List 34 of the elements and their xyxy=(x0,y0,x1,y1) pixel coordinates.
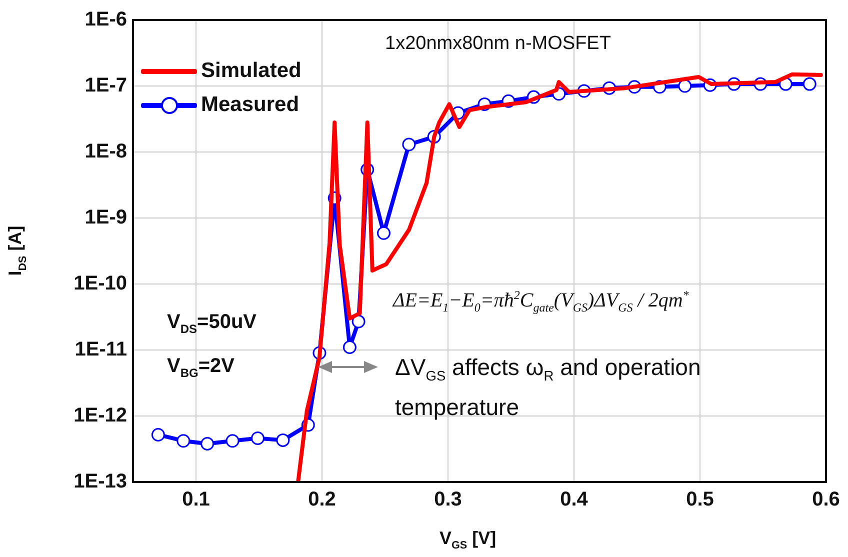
point xyxy=(200,436,214,450)
point xyxy=(250,432,264,446)
y-tick-label: 1E-7 xyxy=(84,74,127,97)
legend-label: Measured xyxy=(201,93,300,117)
y-tick-label: 1E-6 xyxy=(84,8,127,31)
y-tick-label: 1E-13 xyxy=(74,470,127,493)
point xyxy=(802,77,816,91)
x-tick-label: 0.3 xyxy=(434,488,462,511)
point xyxy=(276,433,290,447)
y-tick-label: 1E-10 xyxy=(74,272,127,295)
point xyxy=(151,428,165,442)
x-axis-title: V$_{GS}$ [V] xyxy=(440,528,496,552)
y-tick-label: 1E-12 xyxy=(74,404,127,427)
point xyxy=(376,226,390,240)
y-tick-label: 1E-8 xyxy=(84,140,127,163)
y-tick-label: 1E-11 xyxy=(74,338,127,361)
text: ΔV$_{GS}$ affects ω$_{R}$ and operation temperature xyxy=(395,354,701,420)
annotation: 1x20nmx80nm n-MOSFET xyxy=(385,33,611,55)
y-tick-label: 1E-9 xyxy=(84,206,127,229)
x-tick-label: 0.6 xyxy=(812,488,840,511)
point xyxy=(352,314,366,328)
x-tick-label: 0.4 xyxy=(560,488,589,511)
point xyxy=(226,434,240,448)
x-tick-label: 0.2 xyxy=(308,488,336,511)
point xyxy=(176,434,190,448)
text: ΔE=E$_{1}$−E$_{0}$=πħ$^{2}$C$_{gate}$(V$_{GS}$)ΔV$_{GS}$ / 2qm$^{*}$ xyxy=(393,288,689,315)
x-tick-label: 0.1 xyxy=(182,488,210,511)
point xyxy=(342,340,356,354)
annotation: V$_{DS}$=50uV xyxy=(167,311,256,336)
point xyxy=(678,79,692,93)
x-tick-label: 0.5 xyxy=(686,488,714,511)
point xyxy=(402,138,416,152)
annotation: V$_{BG}$=2V xyxy=(167,355,234,380)
legend-label: Simulated xyxy=(201,59,302,83)
